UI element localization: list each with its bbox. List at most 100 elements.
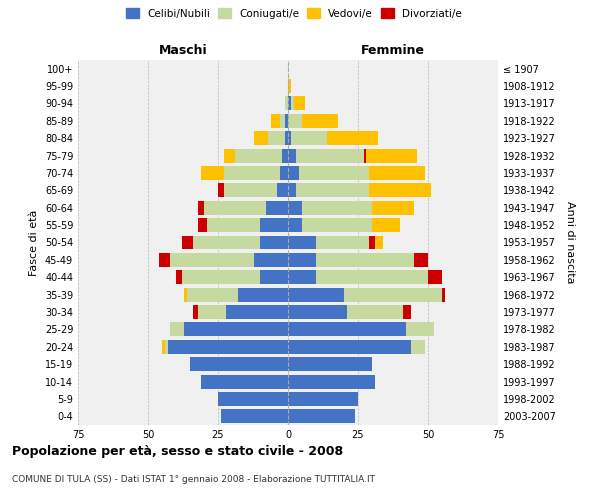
Bar bbox=[299, 166, 369, 180]
Bar bbox=[288, 79, 291, 93]
Bar bbox=[291, 96, 293, 110]
Bar bbox=[288, 270, 316, 284]
Bar bbox=[302, 201, 372, 214]
Bar bbox=[193, 305, 199, 319]
Bar bbox=[193, 236, 260, 250]
Bar bbox=[218, 392, 288, 406]
Bar bbox=[288, 148, 296, 162]
Bar bbox=[369, 184, 431, 198]
Bar bbox=[254, 253, 288, 267]
Bar bbox=[288, 201, 302, 214]
Bar bbox=[288, 218, 302, 232]
Bar bbox=[372, 218, 400, 232]
Bar bbox=[369, 236, 375, 250]
Bar bbox=[302, 114, 338, 128]
Bar bbox=[288, 132, 291, 145]
Bar bbox=[288, 305, 347, 319]
Bar bbox=[182, 236, 193, 250]
Y-axis label: Anni di nascita: Anni di nascita bbox=[565, 201, 575, 284]
Bar bbox=[288, 322, 406, 336]
Bar bbox=[375, 236, 383, 250]
Bar bbox=[226, 305, 288, 319]
Bar bbox=[184, 322, 288, 336]
Bar bbox=[199, 201, 204, 214]
Bar bbox=[288, 374, 375, 388]
Bar bbox=[288, 253, 316, 267]
Bar bbox=[285, 96, 288, 110]
Bar bbox=[302, 218, 372, 232]
Bar bbox=[293, 96, 305, 110]
Bar bbox=[221, 410, 288, 424]
Bar bbox=[280, 114, 285, 128]
Text: Popolazione per età, sesso e stato civile - 2008: Popolazione per età, sesso e stato civil… bbox=[12, 445, 343, 458]
Bar bbox=[288, 410, 355, 424]
Bar bbox=[199, 305, 226, 319]
Text: COMUNE DI TULA (SS) - Dati ISTAT 1° gennaio 2008 - Elaborazione TUTTITALIA.IT: COMUNE DI TULA (SS) - Dati ISTAT 1° genn… bbox=[12, 475, 375, 484]
Bar bbox=[260, 236, 288, 250]
Y-axis label: Fasce di età: Fasce di età bbox=[29, 210, 39, 276]
Bar bbox=[176, 270, 182, 284]
Bar bbox=[190, 357, 288, 371]
Bar bbox=[238, 288, 288, 302]
Bar bbox=[182, 270, 260, 284]
Bar bbox=[296, 148, 364, 162]
Bar bbox=[260, 218, 288, 232]
Bar bbox=[165, 340, 167, 353]
Bar bbox=[372, 201, 414, 214]
Text: Femmine: Femmine bbox=[361, 44, 425, 57]
Bar bbox=[442, 288, 445, 302]
Bar bbox=[288, 114, 302, 128]
Bar bbox=[271, 114, 280, 128]
Bar bbox=[218, 184, 224, 198]
Bar bbox=[268, 132, 285, 145]
Bar bbox=[277, 184, 288, 198]
Bar bbox=[201, 166, 224, 180]
Bar bbox=[369, 166, 425, 180]
Bar bbox=[283, 148, 288, 162]
Bar bbox=[296, 184, 369, 198]
Bar bbox=[288, 340, 411, 353]
Bar bbox=[414, 253, 428, 267]
Bar bbox=[254, 132, 268, 145]
Bar bbox=[403, 305, 411, 319]
Bar bbox=[288, 96, 291, 110]
Bar bbox=[288, 236, 316, 250]
Bar bbox=[344, 288, 442, 302]
Bar bbox=[266, 201, 288, 214]
Bar bbox=[291, 132, 327, 145]
Bar bbox=[184, 288, 187, 302]
Bar bbox=[170, 322, 184, 336]
Bar bbox=[428, 270, 442, 284]
Bar bbox=[288, 357, 372, 371]
Bar bbox=[224, 166, 280, 180]
Bar bbox=[327, 132, 377, 145]
Bar bbox=[159, 253, 170, 267]
Legend: Celibi/Nubili, Coniugati/e, Vedovi/e, Divorziati/e: Celibi/Nubili, Coniugati/e, Vedovi/e, Di… bbox=[123, 5, 465, 21]
Bar bbox=[288, 392, 358, 406]
Bar bbox=[207, 218, 260, 232]
Bar bbox=[162, 340, 165, 353]
Bar bbox=[235, 148, 283, 162]
Bar bbox=[288, 288, 344, 302]
Bar bbox=[285, 114, 288, 128]
Bar bbox=[187, 288, 238, 302]
Bar bbox=[367, 148, 417, 162]
Bar bbox=[224, 184, 277, 198]
Bar bbox=[167, 340, 288, 353]
Bar bbox=[204, 201, 266, 214]
Bar bbox=[316, 270, 428, 284]
Bar bbox=[199, 218, 207, 232]
Bar bbox=[170, 253, 254, 267]
Bar bbox=[316, 236, 369, 250]
Bar bbox=[201, 374, 288, 388]
Bar bbox=[406, 322, 434, 336]
Bar bbox=[285, 132, 288, 145]
Bar bbox=[280, 166, 288, 180]
Bar bbox=[347, 305, 403, 319]
Bar bbox=[364, 148, 367, 162]
Bar bbox=[224, 148, 235, 162]
Bar bbox=[316, 253, 414, 267]
Bar bbox=[288, 166, 299, 180]
Bar bbox=[260, 270, 288, 284]
Bar bbox=[288, 184, 296, 198]
